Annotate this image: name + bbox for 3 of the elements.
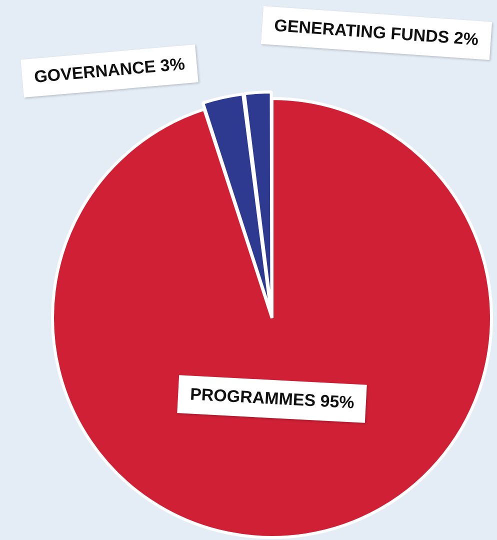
slice-label: GENERATING FUNDS 2% (260, 6, 492, 60)
slice-label: GOVERNANCE 3% (20, 44, 198, 98)
slice-label: PROGRAMMES 95% (177, 375, 368, 423)
